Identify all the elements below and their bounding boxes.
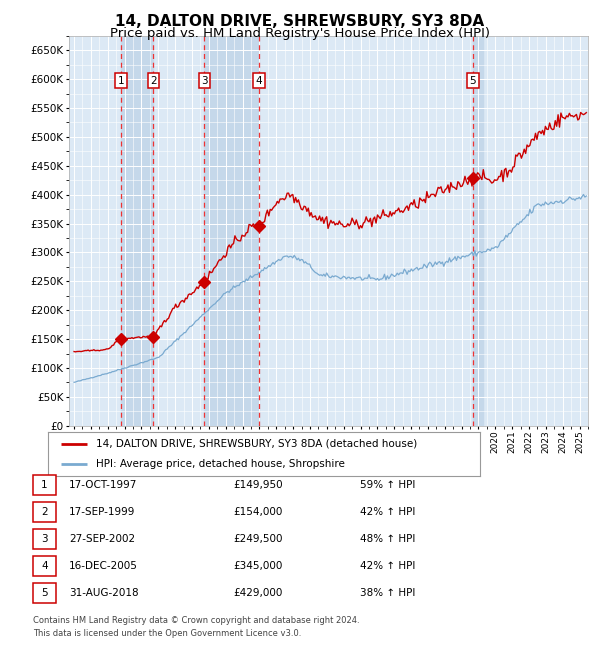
Text: 48% ↑ HPI: 48% ↑ HPI bbox=[360, 534, 415, 544]
Text: £149,950: £149,950 bbox=[233, 480, 283, 490]
Text: 2: 2 bbox=[41, 507, 48, 517]
Bar bbox=[473, 36, 483, 426]
Text: HPI: Average price, detached house, Shropshire: HPI: Average price, detached house, Shro… bbox=[95, 459, 344, 469]
Text: 38% ↑ HPI: 38% ↑ HPI bbox=[360, 588, 415, 598]
Text: £345,000: £345,000 bbox=[233, 561, 283, 571]
Bar bbox=[205, 36, 259, 426]
Text: 5: 5 bbox=[469, 75, 476, 86]
Text: 42% ↑ HPI: 42% ↑ HPI bbox=[360, 561, 415, 571]
Text: 42% ↑ HPI: 42% ↑ HPI bbox=[360, 507, 415, 517]
Text: 16-DEC-2005: 16-DEC-2005 bbox=[69, 561, 138, 571]
Text: 5: 5 bbox=[41, 588, 48, 598]
Text: 17-OCT-1997: 17-OCT-1997 bbox=[69, 480, 137, 490]
Text: 4: 4 bbox=[256, 75, 262, 86]
Text: 14, DALTON DRIVE, SHREWSBURY, SY3 8DA (detached house): 14, DALTON DRIVE, SHREWSBURY, SY3 8DA (d… bbox=[95, 439, 417, 448]
Text: 1: 1 bbox=[118, 75, 124, 86]
Text: 3: 3 bbox=[201, 75, 208, 86]
Text: 59% ↑ HPI: 59% ↑ HPI bbox=[360, 480, 415, 490]
Text: Contains HM Land Registry data © Crown copyright and database right 2024.
This d: Contains HM Land Registry data © Crown c… bbox=[33, 616, 359, 638]
Text: 27-SEP-2002: 27-SEP-2002 bbox=[69, 534, 135, 544]
Text: 3: 3 bbox=[41, 534, 48, 544]
Text: 14, DALTON DRIVE, SHREWSBURY, SY3 8DA: 14, DALTON DRIVE, SHREWSBURY, SY3 8DA bbox=[115, 14, 485, 29]
Text: 4: 4 bbox=[41, 561, 48, 571]
Text: 2: 2 bbox=[150, 75, 157, 86]
Text: £429,000: £429,000 bbox=[233, 588, 283, 598]
Text: Price paid vs. HM Land Registry's House Price Index (HPI): Price paid vs. HM Land Registry's House … bbox=[110, 27, 490, 40]
Text: 1: 1 bbox=[41, 480, 48, 490]
Text: £249,500: £249,500 bbox=[233, 534, 283, 544]
Text: £154,000: £154,000 bbox=[233, 507, 283, 517]
Text: 17-SEP-1999: 17-SEP-1999 bbox=[69, 507, 136, 517]
Text: 31-AUG-2018: 31-AUG-2018 bbox=[69, 588, 139, 598]
Bar bbox=[121, 36, 154, 426]
